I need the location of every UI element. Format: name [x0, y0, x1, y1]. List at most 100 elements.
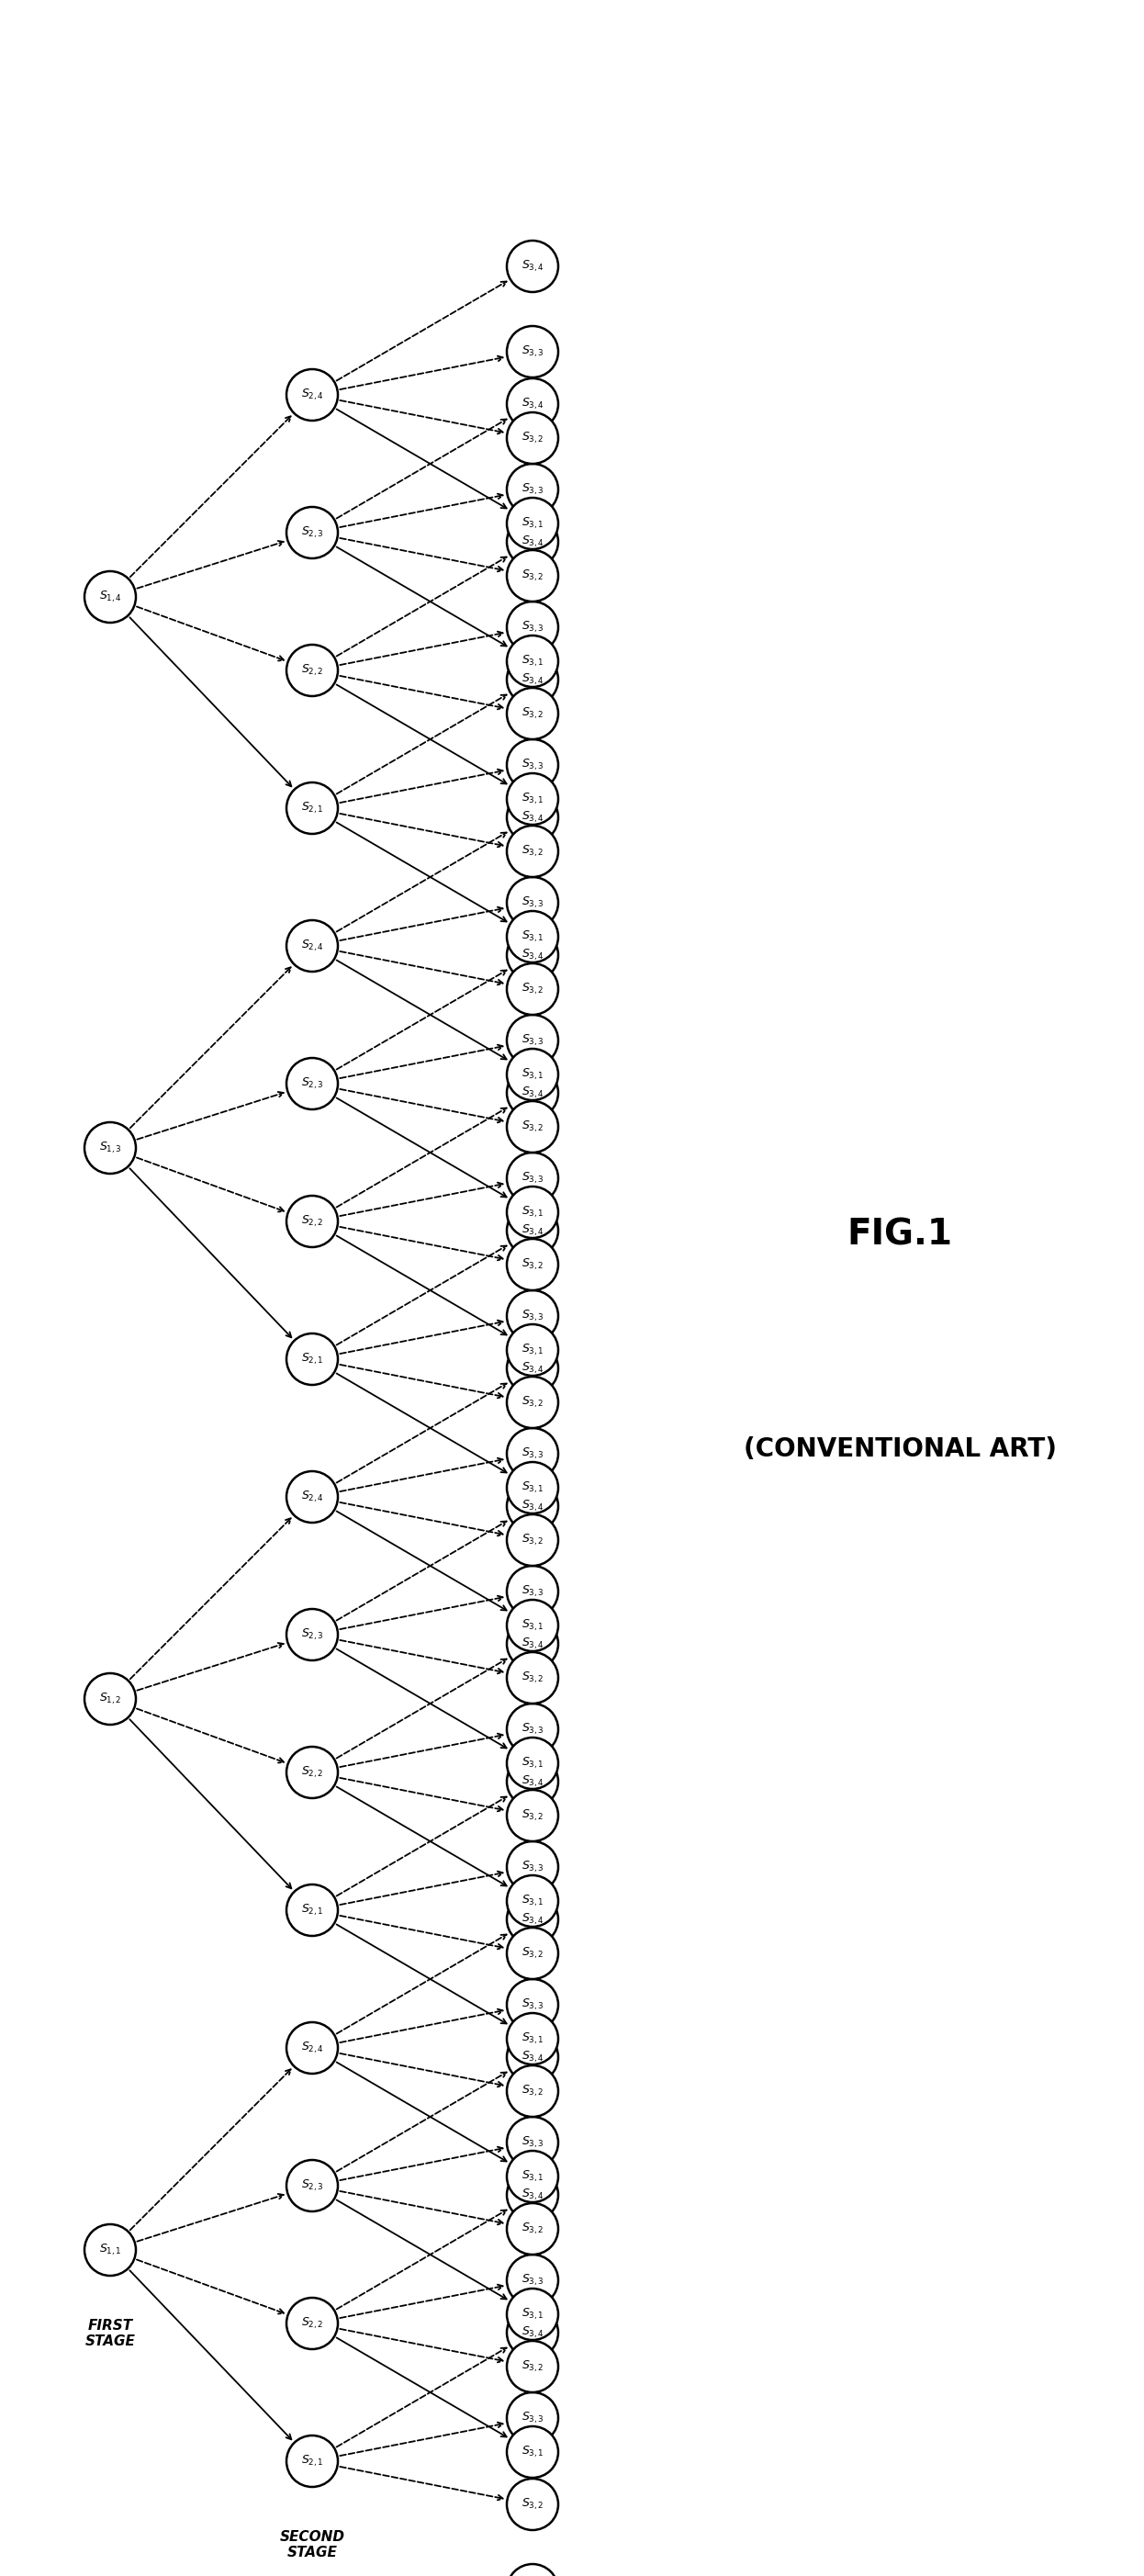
Ellipse shape: [507, 2287, 558, 2339]
Text: $S_{3,2}$: $S_{3,2}$: [522, 1945, 543, 1960]
Ellipse shape: [85, 1674, 136, 1726]
Text: $S_{2,1}$: $S_{2,1}$: [301, 2455, 324, 2468]
Ellipse shape: [507, 2342, 558, 2393]
Text: $S_{1,1}$: $S_{1,1}$: [98, 2244, 121, 2257]
Text: $S_{3,4}$: $S_{3,4}$: [521, 1360, 545, 1376]
Text: SECOND
STAGE: SECOND STAGE: [279, 2530, 344, 2561]
Text: $S_{2,4}$: $S_{2,4}$: [301, 1489, 324, 1504]
Ellipse shape: [507, 464, 558, 515]
Text: $S_{3,3}$: $S_{3,3}$: [522, 345, 543, 358]
Text: $S_{3,1}$: $S_{3,1}$: [522, 1342, 543, 1358]
Text: $S_{3,4}$: $S_{3,4}$: [521, 397, 545, 412]
Text: $S_{3,1}$: $S_{3,1}$: [522, 2306, 543, 2321]
Ellipse shape: [507, 739, 558, 791]
Text: $S_{3,2}$: $S_{3,2}$: [522, 1394, 543, 1409]
Text: $S_{3,2}$: $S_{3,2}$: [522, 1121, 543, 1133]
Ellipse shape: [507, 603, 558, 652]
Text: $S_{3,4}$: $S_{3,4}$: [521, 258, 545, 273]
Text: $S_{3,1}$: $S_{3,1}$: [522, 2169, 543, 2184]
Ellipse shape: [507, 1875, 558, 1927]
Text: $S_{3,4}$: $S_{3,4}$: [521, 948, 545, 963]
Text: $S_{3,4}$: $S_{3,4}$: [521, 1224, 545, 1239]
Text: $S_{2,3}$: $S_{2,3}$: [301, 526, 324, 541]
Ellipse shape: [507, 1515, 558, 1566]
Text: $S_{3,3}$: $S_{3,3}$: [522, 2136, 543, 2151]
Ellipse shape: [507, 1893, 558, 1945]
Text: $S_{2,2}$: $S_{2,2}$: [301, 1213, 324, 1229]
Text: $S_{3,1}$: $S_{3,1}$: [522, 1893, 543, 1909]
Ellipse shape: [286, 1610, 337, 1662]
Text: $S_{3,3}$: $S_{3,3}$: [522, 1996, 543, 2012]
Text: $S_{2,4}$: $S_{2,4}$: [301, 386, 324, 402]
Text: $S_{3,2}$: $S_{3,2}$: [522, 1808, 543, 1824]
Ellipse shape: [286, 783, 337, 835]
Text: $S_{3,1}$: $S_{3,1}$: [522, 2032, 543, 2045]
Text: $S_{3,1}$: $S_{3,1}$: [522, 791, 543, 806]
Text: $S_{3,3}$: $S_{3,3}$: [522, 1309, 543, 1324]
Text: $S_{2,3}$: $S_{2,3}$: [301, 2179, 324, 2192]
Ellipse shape: [507, 2563, 558, 2576]
Text: $S_{3,2}$: $S_{3,2}$: [522, 981, 543, 997]
Text: $S_{3,2}$: $S_{3,2}$: [522, 2496, 543, 2512]
Text: $S_{3,3}$: $S_{3,3}$: [522, 2411, 543, 2427]
Ellipse shape: [507, 773, 558, 824]
Text: $S_{2,3}$: $S_{2,3}$: [301, 1077, 324, 1092]
Text: $S_{2,2}$: $S_{2,2}$: [301, 1765, 324, 1780]
Ellipse shape: [507, 1151, 558, 1203]
Text: $S_{3,4}$: $S_{3,4}$: [521, 809, 545, 824]
Ellipse shape: [507, 497, 558, 549]
Ellipse shape: [507, 654, 558, 706]
Text: $S_{2,1}$: $S_{2,1}$: [301, 801, 324, 817]
Ellipse shape: [507, 1342, 558, 1394]
Ellipse shape: [507, 1842, 558, 1893]
Ellipse shape: [507, 791, 558, 842]
Ellipse shape: [507, 1324, 558, 1376]
Text: $S_{3,4}$: $S_{3,4}$: [521, 533, 545, 549]
Ellipse shape: [286, 1059, 337, 1110]
Ellipse shape: [507, 1600, 558, 1651]
Text: $S_{2,2}$: $S_{2,2}$: [301, 662, 324, 677]
Ellipse shape: [507, 688, 558, 739]
Text: $S_{1,2}$: $S_{1,2}$: [98, 1692, 121, 1705]
Ellipse shape: [286, 368, 337, 420]
Text: $S_{3,4}$: $S_{3,4}$: [521, 1775, 545, 1790]
Ellipse shape: [507, 1376, 558, 1427]
Text: $S_{3,4}$: $S_{3,4}$: [521, 672, 545, 688]
Ellipse shape: [507, 2151, 558, 2202]
Ellipse shape: [286, 2161, 337, 2210]
Ellipse shape: [286, 2022, 337, 2074]
Text: $S_{3,4}$: $S_{3,4}$: [521, 2326, 545, 2339]
Text: $S_{3,1}$: $S_{3,1}$: [522, 654, 543, 670]
Ellipse shape: [507, 551, 558, 603]
Ellipse shape: [85, 572, 136, 623]
Ellipse shape: [507, 327, 558, 379]
Ellipse shape: [507, 1100, 558, 1151]
Ellipse shape: [507, 2117, 558, 2169]
Text: FIRST
STAGE: FIRST STAGE: [85, 2318, 135, 2349]
Ellipse shape: [507, 240, 558, 291]
Ellipse shape: [507, 1291, 558, 1342]
Text: $S_{3,2}$: $S_{3,2}$: [522, 1257, 543, 1273]
Ellipse shape: [286, 1195, 337, 1247]
Ellipse shape: [286, 644, 337, 696]
Text: $S_{3,1}$: $S_{3,1}$: [522, 2445, 543, 2460]
Text: $S_{3,4}$: $S_{3,4}$: [521, 1499, 545, 1515]
Text: $S_{2,2}$: $S_{2,2}$: [301, 2316, 324, 2331]
Text: $S_{1,3}$: $S_{1,3}$: [98, 1141, 121, 1157]
Ellipse shape: [507, 1015, 558, 1066]
Text: $S_{3,3}$: $S_{3,3}$: [522, 482, 543, 497]
Text: FIG.1: FIG.1: [847, 1216, 953, 1252]
Ellipse shape: [85, 1123, 136, 1175]
Ellipse shape: [507, 2066, 558, 2117]
Ellipse shape: [286, 920, 337, 971]
Ellipse shape: [507, 412, 558, 464]
Text: $S_{2,4}$: $S_{2,4}$: [301, 2040, 324, 2056]
Text: $S_{3,2}$: $S_{3,2}$: [522, 1533, 543, 1548]
Text: $S_{3,2}$: $S_{3,2}$: [522, 2221, 543, 2236]
Text: $S_{3,2}$: $S_{3,2}$: [522, 706, 543, 721]
Ellipse shape: [507, 1790, 558, 1842]
Text: $S_{3,3}$: $S_{3,3}$: [522, 1170, 543, 1185]
Ellipse shape: [507, 1481, 558, 1533]
Text: $S_{3,2}$: $S_{3,2}$: [522, 845, 543, 858]
Text: $S_{3,4}$: $S_{3,4}$: [521, 1084, 545, 1100]
